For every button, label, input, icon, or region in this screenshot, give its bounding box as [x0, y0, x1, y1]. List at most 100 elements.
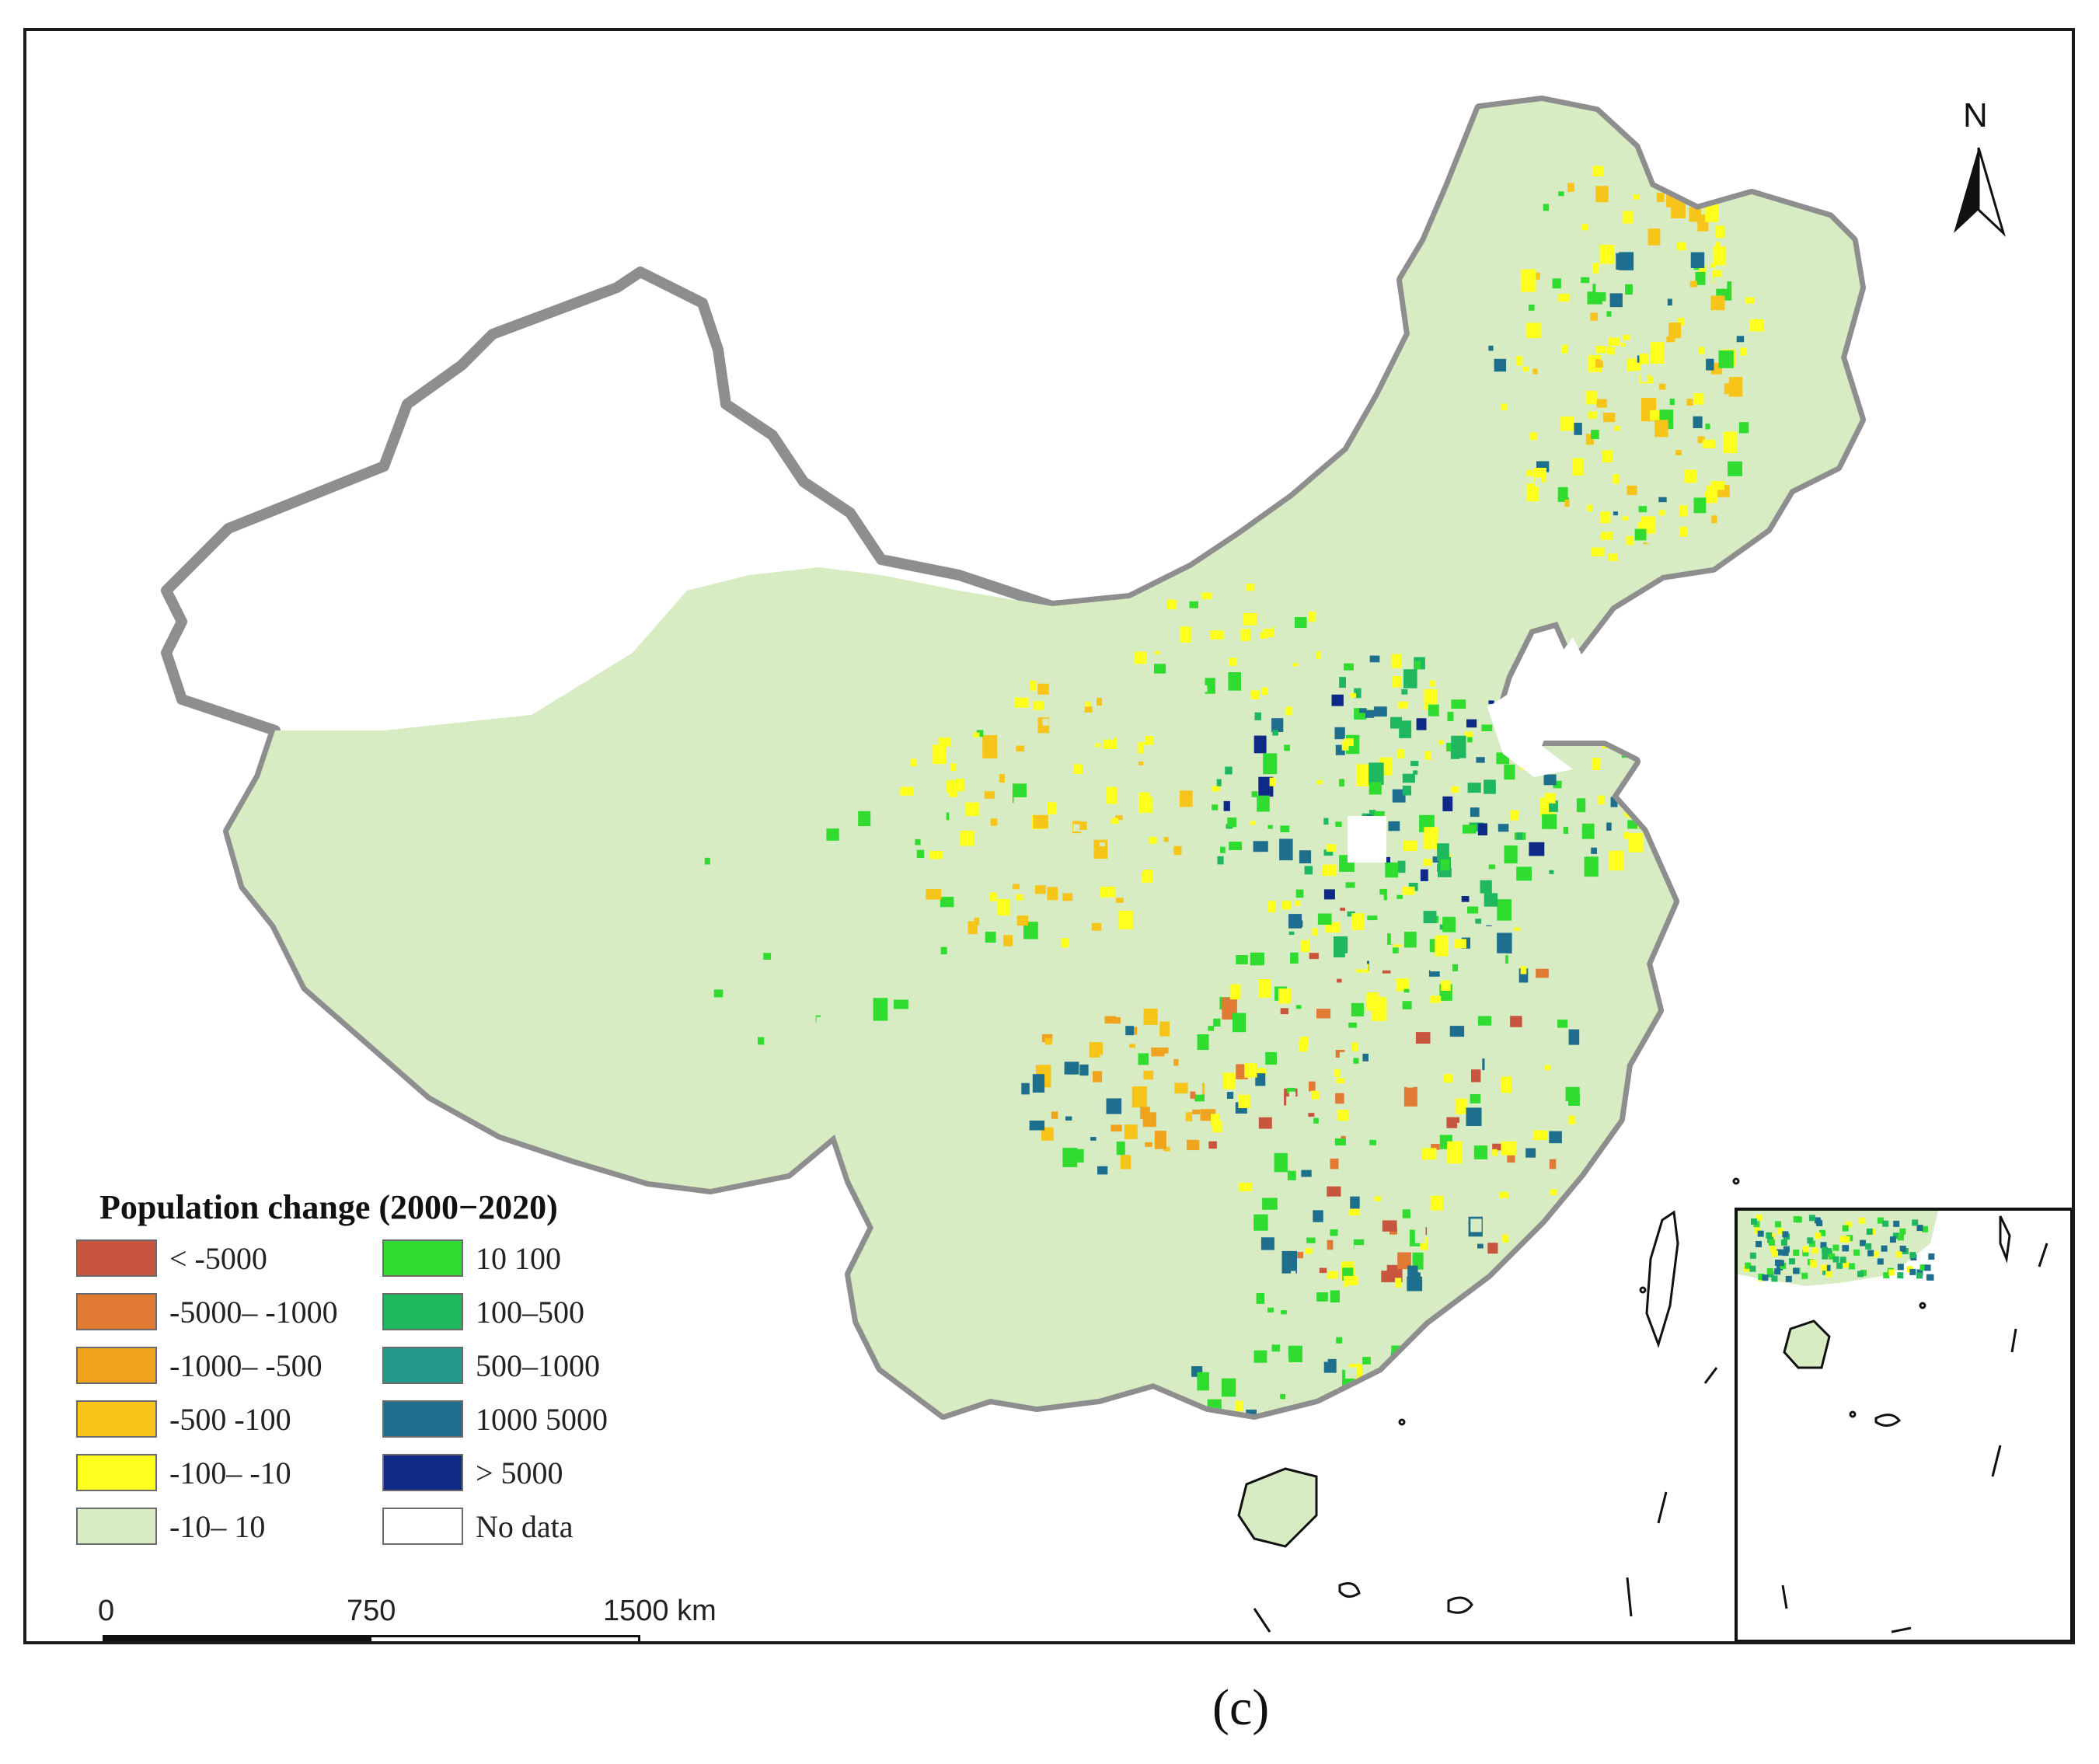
legend-label: < -5000 [169, 1240, 267, 1276]
raster-patch [1641, 373, 1648, 382]
raster-patch [1399, 720, 1412, 738]
raster-patch [1003, 935, 1013, 946]
raster-patch [779, 882, 790, 891]
raster-patch [1836, 1262, 1843, 1269]
raster-patch [1141, 870, 1153, 883]
raster-patch [1056, 848, 1068, 857]
raster-patch [1204, 1316, 1214, 1324]
raster-patch [1432, 1246, 1442, 1252]
raster-patch [1866, 1228, 1873, 1235]
raster-patch [1124, 1124, 1138, 1139]
raster-patch [1609, 850, 1624, 871]
raster-patch [1595, 186, 1609, 203]
raster-patch [904, 795, 911, 805]
raster-patch [1051, 1111, 1058, 1119]
raster-patch [1402, 786, 1411, 796]
raster-patch [1596, 399, 1607, 408]
raster-patch [956, 920, 962, 929]
raster-patch [1425, 884, 1437, 898]
raster-patch [1362, 1357, 1371, 1365]
raster-patch [867, 1034, 877, 1040]
raster-patch [1567, 485, 1577, 498]
raster-patch [1552, 278, 1561, 289]
raster-patch [783, 959, 797, 975]
raster-patch [1180, 626, 1191, 643]
raster-patch [1259, 1023, 1265, 1030]
raster-patch [1262, 1197, 1278, 1210]
raster-patch [1528, 305, 1535, 311]
raster-patch [1231, 1296, 1246, 1306]
raster-patch [1457, 1415, 1473, 1436]
map-canvas [161, 96, 2072, 1641]
raster-patch [1442, 796, 1453, 811]
raster-patch [1616, 253, 1632, 270]
raster-patch [1843, 1261, 1850, 1268]
raster-patch [704, 857, 710, 865]
raster-patch [1047, 887, 1058, 901]
raster-patch [1410, 1425, 1421, 1435]
raster-patch [1512, 410, 1522, 423]
raster-patch [950, 763, 957, 771]
raster-patch [1647, 533, 1659, 544]
raster-patch [1341, 741, 1349, 751]
raster-patch [679, 936, 694, 959]
raster-patch [1350, 1196, 1360, 1209]
raster-patch [1407, 1276, 1423, 1292]
raster-patch [1414, 661, 1421, 669]
raster-patch [1285, 598, 1293, 610]
raster-patch [1613, 434, 1620, 441]
raster-patch [1410, 761, 1419, 766]
raster-patch [1592, 263, 1599, 274]
raster-patch [1859, 1217, 1866, 1224]
raster-patch [1455, 1098, 1468, 1114]
raster-patch [1038, 838, 1052, 847]
raster-patch [1116, 856, 1122, 860]
raster-patch [689, 903, 700, 912]
raster-patch [1695, 271, 1706, 285]
taiwan-island [1645, 1210, 1679, 1348]
raster-patch [1510, 1016, 1522, 1027]
raster-patch [1728, 461, 1742, 476]
raster-patch [1392, 789, 1406, 803]
raster-patch [976, 730, 984, 737]
raster-patch [1099, 842, 1105, 847]
raster-patch [1295, 1059, 1306, 1075]
raster-patch [1491, 1347, 1502, 1356]
raster-patch [1099, 727, 1114, 740]
raster-patch [1369, 1139, 1376, 1145]
raster-patch [1839, 1236, 1846, 1243]
raster-patch [1424, 1173, 1438, 1185]
raster-patch [1143, 757, 1153, 767]
raster-patch [1281, 901, 1292, 910]
raster-patch [1278, 988, 1292, 1004]
raster-patch [1702, 439, 1716, 448]
raster-patch [1540, 1202, 1546, 1208]
raster-patch [1309, 953, 1319, 960]
legend-item: 1000 5000 [382, 1398, 608, 1440]
raster-patch [1163, 1146, 1170, 1152]
raster-patch [1745, 1262, 1752, 1269]
raster-patch [1033, 701, 1044, 710]
raster-patch [1316, 1292, 1328, 1302]
raster-patch [1606, 347, 1616, 355]
raster-patch [1313, 1142, 1324, 1151]
raster-patch [808, 835, 823, 850]
raster-patch [1406, 1408, 1417, 1414]
raster-patch [1149, 788, 1157, 797]
raster-patch [1016, 894, 1023, 901]
raster-patch [1327, 1204, 1333, 1210]
raster-patch [1853, 1249, 1860, 1256]
raster-patch [887, 873, 901, 887]
raster-patch [940, 946, 947, 955]
raster-patch [678, 912, 689, 928]
raster-patch [1072, 824, 1082, 831]
raster-patch [1525, 1148, 1536, 1158]
raster-patch [1291, 1271, 1296, 1278]
raster-patch [1499, 1191, 1509, 1198]
raster-patch [1243, 613, 1257, 626]
raster-patch [947, 779, 955, 793]
legend-swatch [382, 1400, 463, 1438]
raster-patch [1654, 420, 1668, 438]
raster-patch [1599, 244, 1614, 264]
raster-patch [989, 892, 997, 901]
